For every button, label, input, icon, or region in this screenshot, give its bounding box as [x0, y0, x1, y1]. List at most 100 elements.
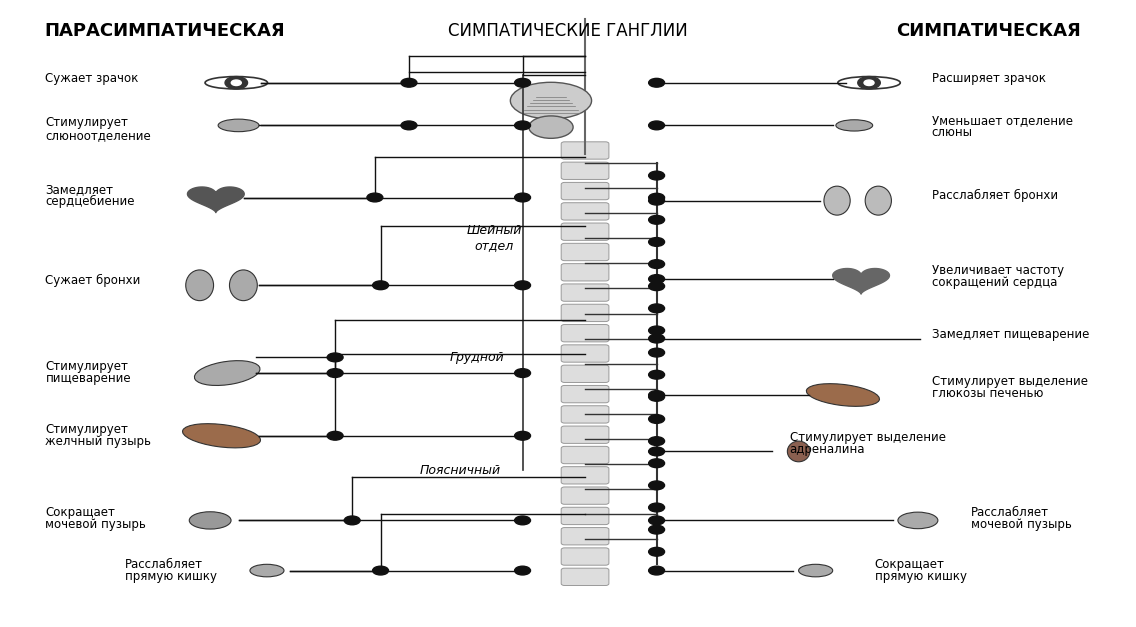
- Circle shape: [649, 481, 665, 490]
- Ellipse shape: [250, 564, 284, 577]
- Ellipse shape: [799, 564, 833, 577]
- FancyBboxPatch shape: [561, 203, 609, 220]
- Text: сокращений сердца: сокращений сердца: [932, 277, 1056, 289]
- Ellipse shape: [897, 512, 938, 529]
- Text: Замедляет: Замедляет: [45, 184, 114, 196]
- Circle shape: [515, 566, 531, 575]
- FancyBboxPatch shape: [561, 507, 609, 525]
- Text: желчный пузырь: желчный пузырь: [45, 435, 151, 448]
- Circle shape: [649, 216, 665, 224]
- Text: Замедляет пищеварение: Замедляет пищеварение: [932, 328, 1089, 340]
- Text: Увеличивает частоту: Увеличивает частоту: [932, 265, 1063, 277]
- Circle shape: [327, 431, 343, 440]
- FancyBboxPatch shape: [561, 446, 609, 464]
- Circle shape: [649, 391, 665, 399]
- Circle shape: [649, 414, 665, 423]
- Circle shape: [649, 547, 665, 556]
- Circle shape: [344, 516, 360, 525]
- Circle shape: [649, 525, 665, 534]
- Text: Стимулирует: Стимулирует: [45, 361, 128, 373]
- FancyBboxPatch shape: [561, 548, 609, 565]
- Circle shape: [649, 334, 665, 343]
- Text: мочевой пузырь: мочевой пузырь: [45, 519, 147, 531]
- Text: Сужает зрачок: Сужает зрачок: [45, 72, 139, 85]
- Circle shape: [373, 566, 389, 575]
- Circle shape: [649, 503, 665, 512]
- FancyBboxPatch shape: [561, 263, 609, 281]
- Ellipse shape: [218, 119, 259, 132]
- Ellipse shape: [824, 186, 850, 215]
- Text: Сокращает: Сокращает: [45, 507, 116, 519]
- Ellipse shape: [510, 82, 592, 119]
- Circle shape: [649, 437, 665, 446]
- Circle shape: [515, 431, 531, 440]
- Ellipse shape: [190, 512, 231, 529]
- FancyBboxPatch shape: [561, 142, 609, 159]
- FancyBboxPatch shape: [561, 426, 609, 443]
- Ellipse shape: [866, 186, 892, 215]
- FancyBboxPatch shape: [561, 345, 609, 362]
- Polygon shape: [833, 268, 889, 294]
- Text: Стимулирует выделение: Стимулирует выделение: [932, 375, 1087, 387]
- Circle shape: [649, 193, 665, 202]
- Circle shape: [649, 171, 665, 180]
- Circle shape: [649, 121, 665, 130]
- Text: Расслабляет: Расслабляет: [125, 558, 203, 571]
- Circle shape: [649, 304, 665, 313]
- Ellipse shape: [837, 76, 900, 89]
- Text: Уменьшает отделение: Уменьшает отделение: [932, 114, 1072, 127]
- Circle shape: [858, 76, 880, 89]
- Text: пищеварение: пищеварение: [45, 372, 131, 385]
- Text: Стимулирует выделение: Стимулирует выделение: [790, 431, 945, 444]
- Circle shape: [515, 78, 531, 87]
- Text: слюны: слюны: [932, 126, 972, 139]
- FancyBboxPatch shape: [561, 466, 609, 484]
- Circle shape: [515, 281, 531, 290]
- FancyBboxPatch shape: [561, 527, 609, 545]
- Circle shape: [649, 282, 665, 290]
- FancyBboxPatch shape: [561, 284, 609, 301]
- Text: Расслабляет: Расслабляет: [971, 507, 1050, 519]
- Text: прямую кишку: прямую кишку: [125, 570, 217, 582]
- Circle shape: [327, 369, 343, 377]
- Circle shape: [649, 275, 665, 283]
- Text: глюкозы печенью: глюкозы печенью: [932, 387, 1043, 399]
- Ellipse shape: [529, 116, 574, 139]
- Ellipse shape: [194, 361, 260, 386]
- Circle shape: [649, 447, 665, 456]
- FancyBboxPatch shape: [561, 162, 609, 179]
- Text: СИМПАТИЧЕСКИЕ ГАНГЛИИ: СИМПАТИЧЕСКИЕ ГАНГЛИИ: [448, 22, 688, 40]
- Circle shape: [649, 78, 665, 87]
- Polygon shape: [187, 187, 244, 213]
- FancyBboxPatch shape: [561, 386, 609, 403]
- Text: сердцебиение: сердцебиение: [45, 196, 135, 208]
- FancyBboxPatch shape: [561, 406, 609, 423]
- Circle shape: [649, 196, 665, 205]
- FancyBboxPatch shape: [561, 223, 609, 240]
- Text: Расслабляет бронхи: Расслабляет бронхи: [932, 189, 1058, 202]
- FancyBboxPatch shape: [561, 304, 609, 322]
- Ellipse shape: [229, 270, 258, 300]
- Text: Сужает бронхи: Сужает бронхи: [45, 275, 141, 287]
- Circle shape: [649, 516, 665, 525]
- Text: прямую кишку: прямую кишку: [875, 570, 967, 582]
- Circle shape: [232, 80, 241, 85]
- Circle shape: [864, 80, 874, 85]
- Text: слюноотделение: слюноотделение: [45, 130, 151, 142]
- Circle shape: [649, 260, 665, 268]
- Circle shape: [649, 348, 665, 357]
- Text: Сокращает: Сокращает: [875, 558, 945, 571]
- Circle shape: [515, 121, 531, 130]
- FancyBboxPatch shape: [561, 325, 609, 342]
- Circle shape: [649, 393, 665, 401]
- Circle shape: [225, 76, 248, 89]
- Text: Стимулирует: Стимулирует: [45, 423, 128, 436]
- Text: ПАРАСИМПАТИЧЕСКАЯ: ПАРАСИМПАТИЧЕСКАЯ: [44, 22, 285, 40]
- Circle shape: [401, 121, 417, 130]
- FancyBboxPatch shape: [561, 568, 609, 586]
- Text: адреналина: адреналина: [790, 443, 864, 456]
- Text: Стимулирует: Стимулирует: [45, 116, 128, 129]
- Circle shape: [515, 193, 531, 202]
- Circle shape: [649, 459, 665, 468]
- Circle shape: [327, 353, 343, 362]
